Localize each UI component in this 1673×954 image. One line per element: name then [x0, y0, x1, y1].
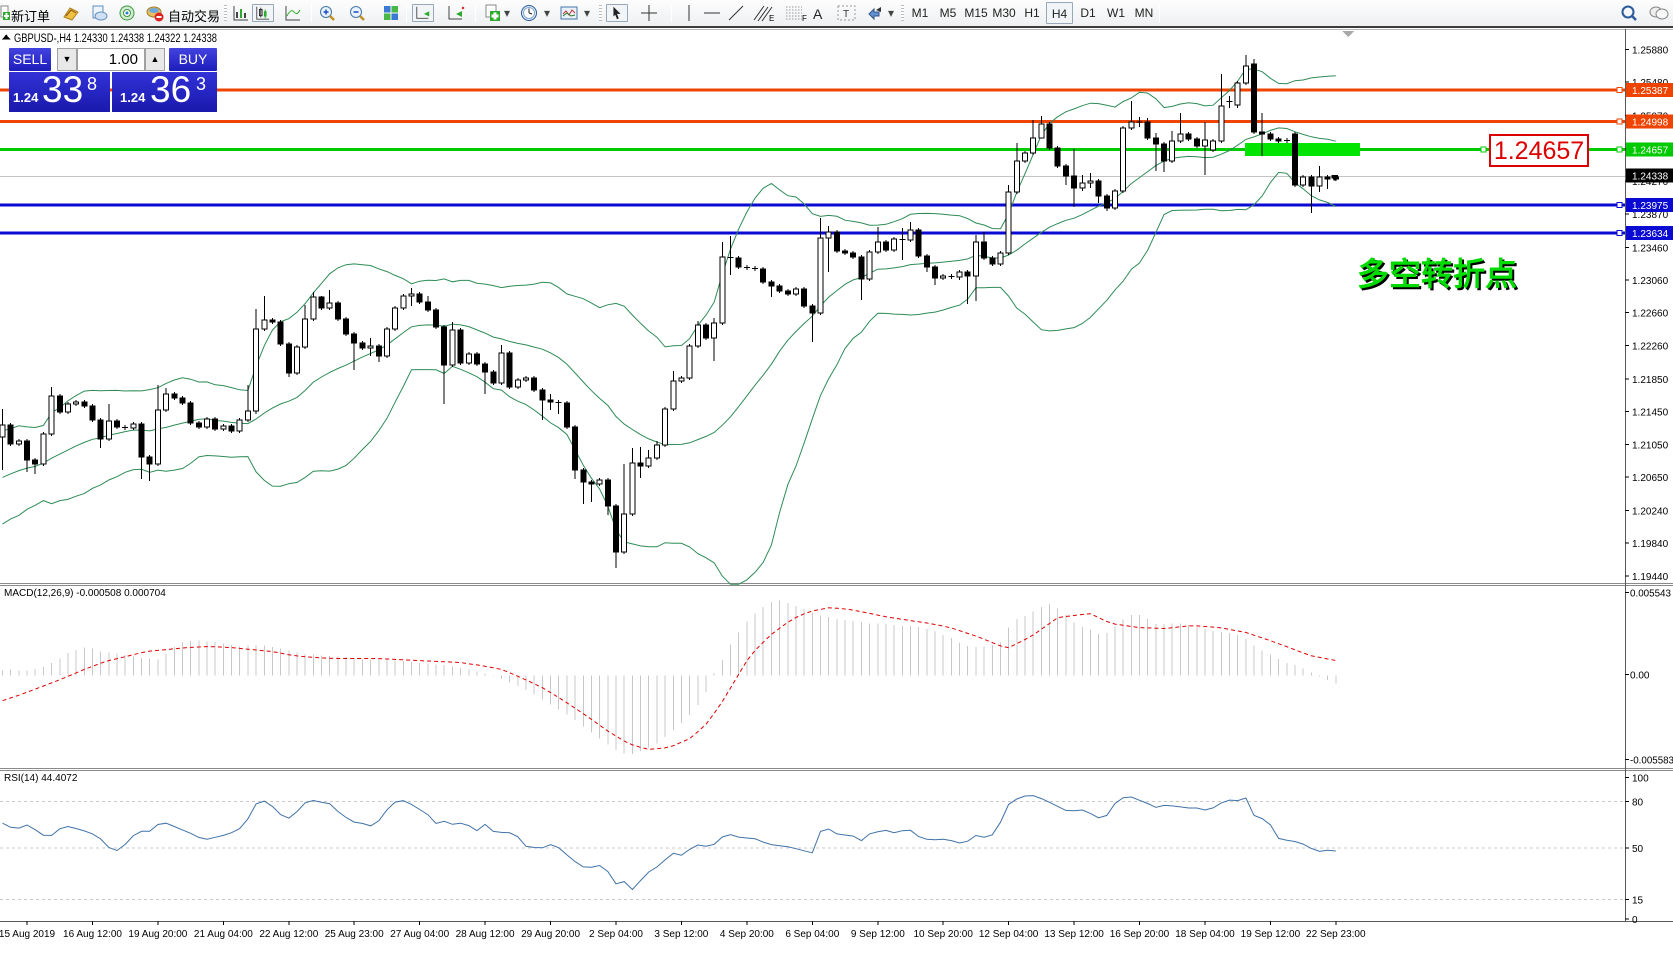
svg-text:1.22660: 1.22660	[1632, 309, 1669, 320]
svg-text:28 Aug 12:00: 28 Aug 12:00	[456, 929, 515, 940]
svg-text:1.21450: 1.21450	[1632, 408, 1669, 419]
svg-text:0: 0	[1632, 915, 1638, 926]
svg-text:19 Sep 12:00: 19 Sep 12:00	[1241, 929, 1301, 940]
svg-text:16 Sep 20:00: 16 Sep 20:00	[1110, 929, 1170, 940]
svg-text:80: 80	[1632, 798, 1644, 809]
svg-text:6 Sep 04:00: 6 Sep 04:00	[785, 929, 839, 940]
svg-text:1.23634: 1.23634	[1632, 229, 1669, 240]
svg-text:22 Aug 12:00: 22 Aug 12:00	[259, 929, 318, 940]
svg-text:4 Sep 20:00: 4 Sep 20:00	[720, 929, 774, 940]
svg-text:16 Aug 12:00: 16 Aug 12:00	[63, 929, 122, 940]
svg-text:13 Sep 12:00: 13 Sep 12:00	[1044, 929, 1104, 940]
svg-text:1.23060: 1.23060	[1632, 276, 1669, 287]
svg-text:12 Sep 04:00: 12 Sep 04:00	[979, 929, 1039, 940]
svg-text:多空转折点: 多空转折点	[1359, 258, 1519, 294]
svg-text:T: T	[843, 9, 849, 20]
svg-text:3 Sep 12:00: 3 Sep 12:00	[654, 929, 708, 940]
svg-text:0.00: 0.00	[1630, 671, 1650, 682]
svg-text:E: E	[769, 14, 774, 22]
svg-text:1.25387: 1.25387	[1632, 86, 1669, 97]
svg-text:1.24657: 1.24657	[1632, 146, 1669, 157]
svg-text:1.21050: 1.21050	[1632, 440, 1669, 451]
svg-text:29 Aug 20:00: 29 Aug 20:00	[521, 929, 580, 940]
svg-text:25 Aug 23:00: 25 Aug 23:00	[325, 929, 384, 940]
svg-text:1.19840: 1.19840	[1632, 539, 1669, 550]
svg-text:MACD(12,26,9) -0.000508 0.0007: MACD(12,26,9) -0.000508 0.000704	[4, 588, 166, 599]
svg-text:1.22260: 1.22260	[1632, 341, 1669, 352]
svg-text:1.19440: 1.19440	[1632, 572, 1669, 583]
svg-text:1.23460: 1.23460	[1632, 243, 1669, 254]
svg-text:19 Aug 20:00: 19 Aug 20:00	[128, 929, 187, 940]
svg-text:多空转折点: 多空转折点	[1357, 256, 1517, 292]
svg-text:-0.005583: -0.005583	[1630, 756, 1673, 767]
svg-text:9 Sep 12:00: 9 Sep 12:00	[851, 929, 905, 940]
svg-text:1.21850: 1.21850	[1632, 375, 1669, 386]
svg-text:50: 50	[1632, 844, 1644, 855]
svg-text:1.20650: 1.20650	[1632, 473, 1669, 484]
svg-text:GBPUSD-,H4 1.24330 1.24338 1.: GBPUSD-,H4 1.24330 1.24338 1.24322 1.243…	[14, 33, 217, 45]
svg-text:10 Sep 20:00: 10 Sep 20:00	[913, 929, 973, 940]
svg-text:15: 15	[1632, 896, 1644, 907]
svg-text:1.23870: 1.23870	[1632, 210, 1669, 221]
svg-text:21 Aug 04:00: 21 Aug 04:00	[194, 929, 253, 940]
svg-text:27 Aug 04:00: 27 Aug 04:00	[390, 929, 449, 940]
svg-text:1.24338: 1.24338	[1632, 172, 1669, 183]
svg-text:2 Sep 04:00: 2 Sep 04:00	[589, 929, 643, 940]
svg-text:1.24657: 1.24657	[1494, 137, 1584, 165]
svg-text:100: 100	[1632, 774, 1649, 785]
svg-text:22 Sep 23:00: 22 Sep 23:00	[1306, 929, 1366, 940]
svg-text:1.23975: 1.23975	[1632, 201, 1669, 212]
svg-text:1.25880: 1.25880	[1632, 46, 1669, 57]
svg-text:1.20240: 1.20240	[1632, 507, 1669, 518]
svg-text:RSI(14) 44.4072: RSI(14) 44.4072	[4, 773, 78, 784]
svg-text:18 Sep 04:00: 18 Sep 04:00	[1175, 929, 1235, 940]
svg-text:0.005543: 0.005543	[1630, 588, 1671, 599]
svg-text:1.24998: 1.24998	[1632, 118, 1669, 129]
svg-text:15 Aug 2019: 15 Aug 2019	[0, 929, 56, 940]
svg-text:F: F	[802, 14, 807, 22]
